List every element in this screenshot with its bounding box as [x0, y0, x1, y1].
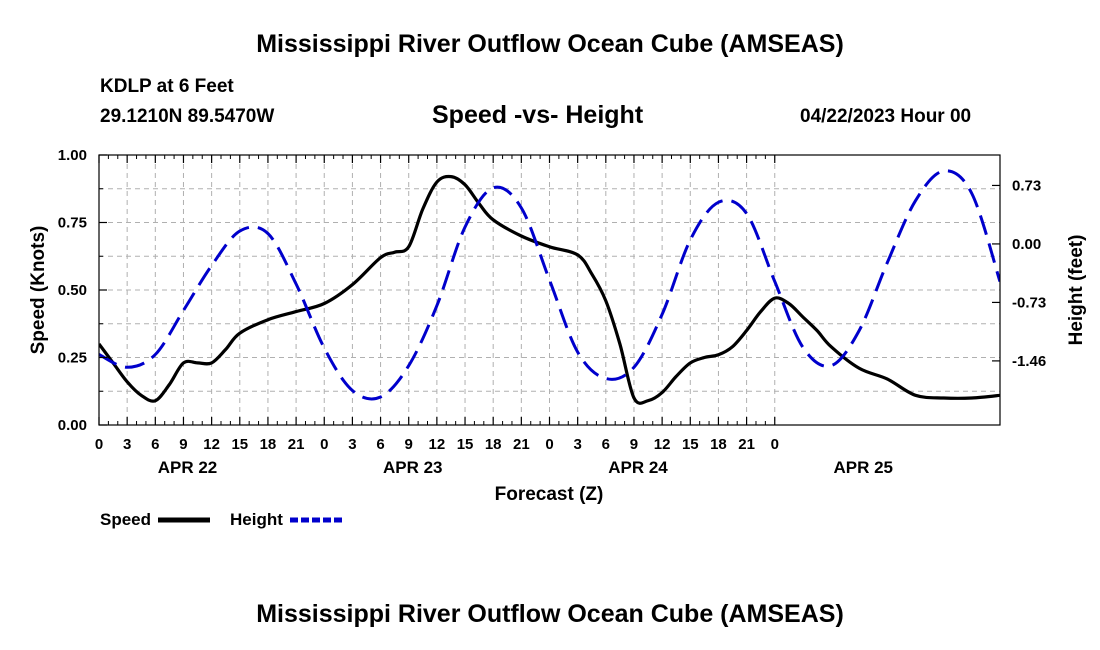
- x-tick-label: 21: [513, 436, 530, 453]
- series-line-height: [99, 169, 1000, 401]
- legend-label-speed: Speed: [100, 510, 151, 529]
- series: [99, 169, 1000, 405]
- x-tick-label: 9: [630, 436, 638, 453]
- y2-axis-title: Height (feet): [1066, 235, 1087, 346]
- series-line-speed: [99, 174, 1000, 405]
- forecast-datetime: 04/22/2023 Hour 00: [800, 106, 972, 127]
- legend: Speed Height: [100, 510, 342, 529]
- x-tick-label: 3: [348, 436, 356, 453]
- day-label: APR 24: [608, 458, 668, 477]
- y-tick-label: 0.50: [58, 282, 87, 299]
- x-tick-label: 12: [654, 436, 671, 453]
- bottom-title: Mississippi River Outflow Ocean Cube (AM…: [256, 600, 844, 628]
- y2-tick-label: -0.73: [1012, 294, 1046, 311]
- x-tick-label: 3: [123, 436, 131, 453]
- grid: [99, 155, 1000, 425]
- y2-tick-label: 0.00: [1012, 236, 1041, 253]
- x-tick-label: 9: [179, 436, 187, 453]
- day-label: APR 25: [833, 458, 893, 477]
- x-tick-label: 0: [95, 436, 103, 453]
- x-tick-label: 3: [573, 436, 581, 453]
- y-tick-label: 1.00: [58, 147, 87, 164]
- x-axis-title: Forecast (Z): [495, 484, 604, 505]
- x-tick-label: 0: [320, 436, 328, 453]
- day-label: APR 22: [158, 458, 218, 477]
- x-tick-label: 6: [151, 436, 159, 453]
- y2-tick-label: -1.46: [1012, 353, 1046, 370]
- x-tick-label: 6: [376, 436, 384, 453]
- y-tick-label: 0.75: [58, 215, 87, 232]
- x-tick-label: 9: [405, 436, 413, 453]
- x-tick-label: 0: [545, 436, 553, 453]
- x-tick-label: 6: [602, 436, 610, 453]
- x-tick-label: 21: [738, 436, 755, 453]
- y-axis-title: Speed (Knots): [28, 226, 49, 355]
- chart-subtitle: Speed -vs- Height: [432, 101, 644, 129]
- x-tick-label: 0: [771, 436, 779, 453]
- x-tick-label: 18: [485, 436, 502, 453]
- x-tick-label: 15: [682, 436, 699, 453]
- day-label: APR 23: [383, 458, 443, 477]
- x-tick-label: 21: [288, 436, 305, 453]
- axes: 0 3 6 9 12 15 18 21 0 3 6 9 12 15 18 21 0 3 6 9 12 15 18 21 0 APR…: [58, 147, 1046, 477]
- main-title: Mississippi River Outflow Ocean Cube (AM…: [256, 30, 844, 58]
- x-tick-label: 12: [203, 436, 220, 453]
- x-tick-label: 12: [429, 436, 446, 453]
- x-tick-label: 18: [710, 436, 727, 453]
- coordinates-label: 29.1210N 89.5470W: [100, 106, 275, 127]
- x-tick-label: 15: [457, 436, 474, 453]
- y-tick-label: 0.00: [58, 417, 87, 434]
- y2-tick-label: 0.73: [1012, 177, 1041, 194]
- y-tick-label: 0.25: [58, 350, 87, 367]
- x-tick-label: 15: [231, 436, 248, 453]
- legend-label-height: Height: [230, 510, 283, 529]
- x-tick-label: 18: [260, 436, 277, 453]
- station-label: KDLP at 6 Feet: [100, 76, 234, 97]
